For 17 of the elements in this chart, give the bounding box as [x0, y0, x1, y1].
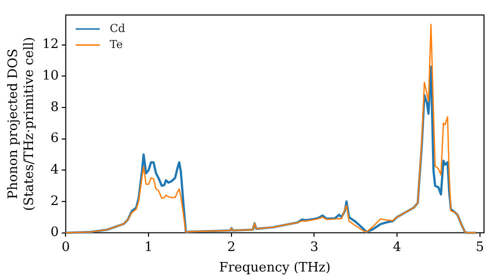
- x-tick-label: 3: [310, 240, 318, 255]
- legend-label: Te: [110, 38, 123, 51]
- y-axis-title: Phonon projected DOS (States/THz·primitive cell): [6, 36, 37, 211]
- y-tick-label: 2: [50, 194, 59, 209]
- x-tick-label: 2: [227, 240, 236, 255]
- y-tick-label: 4: [50, 162, 59, 178]
- x-axis-title: Frequency (THz): [219, 260, 331, 276]
- y-tick-label: 0: [50, 225, 59, 240]
- y-tick-label: 12: [42, 37, 59, 52]
- y-tick-label: 8: [50, 100, 59, 115]
- x-tick-label: 1: [144, 240, 153, 255]
- x-tick-label: 5: [476, 240, 484, 255]
- x-tick-label: 0: [62, 240, 70, 255]
- y-tick-label: 6: [50, 131, 59, 146]
- y-tick-label: 10: [42, 68, 59, 84]
- x-tick-label: 4: [392, 240, 402, 255]
- legend-label: Cd: [110, 22, 126, 35]
